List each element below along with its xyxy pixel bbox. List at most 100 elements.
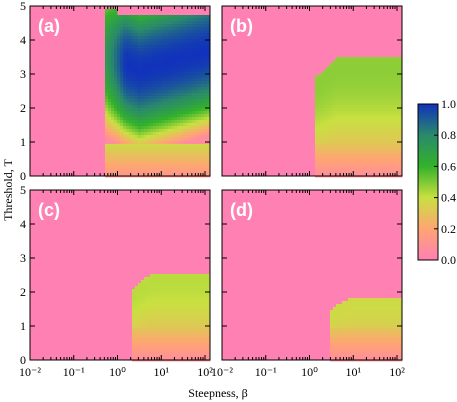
heatmap-cell	[111, 147, 115, 151]
heatmap-cell	[336, 141, 340, 145]
heatmap-cell	[369, 141, 373, 145]
heatmap-cell	[132, 162, 136, 166]
heatmap-cell	[396, 313, 400, 317]
heatmap-cell	[369, 63, 373, 67]
heatmap-cell	[162, 21, 166, 25]
heatmap-cell	[105, 30, 109, 34]
heatmap-cell	[150, 301, 154, 305]
heatmap-cell	[165, 69, 169, 73]
heatmap-cell	[117, 72, 121, 76]
heatmap-cell	[135, 81, 139, 85]
heatmap-cell	[159, 75, 163, 79]
heatmap-cell	[354, 168, 358, 172]
heatmap-cell	[171, 319, 175, 323]
heatmap-cell	[342, 81, 346, 85]
heatmap-cell	[348, 87, 352, 91]
heatmap-cell	[351, 162, 355, 166]
heatmap-cell	[153, 171, 157, 175]
heatmap-cell	[201, 99, 205, 103]
heatmap-cell	[153, 21, 157, 25]
heatmap-cell	[171, 75, 175, 79]
heatmap-cell	[195, 337, 199, 341]
heatmap-cell	[195, 105, 199, 109]
heatmap-cell	[198, 129, 202, 133]
heatmap-cell	[354, 57, 358, 61]
heatmap-cell	[384, 331, 388, 335]
heatmap-cell	[168, 289, 172, 293]
heatmap-cell	[138, 51, 142, 55]
heatmap-cell	[399, 325, 403, 329]
heatmap-cell	[171, 304, 175, 308]
heatmap-cell	[351, 340, 355, 344]
heatmap-cell	[360, 331, 364, 335]
heatmap-cell	[195, 280, 199, 284]
heatmap-cell	[180, 114, 184, 118]
heatmap-cell	[360, 75, 364, 79]
heatmap-cell	[153, 99, 157, 103]
heatmap-cell	[363, 301, 367, 305]
heatmap-cell	[204, 310, 208, 314]
colorbar-tick-label: 0.6	[441, 159, 456, 173]
heatmap-cell	[183, 111, 187, 115]
heatmap-cell	[177, 108, 181, 112]
heatmap-cell	[135, 286, 139, 290]
heatmap-cell	[195, 33, 199, 37]
heatmap-cell	[330, 334, 334, 338]
heatmap-cell	[372, 111, 376, 115]
heatmap-cell	[378, 144, 382, 148]
heatmap-cell	[339, 132, 343, 136]
heatmap-cell	[315, 156, 319, 160]
heatmap-cell	[195, 292, 199, 296]
heatmap-cell	[189, 328, 193, 332]
heatmap-cell	[201, 295, 205, 299]
heatmap-cell	[129, 18, 133, 22]
heatmap-cell	[174, 129, 178, 133]
heatmap-cell	[159, 120, 163, 124]
heatmap-cell	[168, 87, 172, 91]
heatmap-cell	[183, 54, 187, 58]
heatmap-cell	[105, 18, 109, 22]
heatmap-cell	[399, 57, 403, 61]
heatmap-cell	[147, 298, 151, 302]
heatmap-cell	[180, 123, 184, 127]
heatmap-cell	[168, 307, 172, 311]
heatmap-cell	[111, 120, 115, 124]
heatmap-cell	[129, 108, 133, 112]
heatmap-cell	[156, 18, 160, 22]
heatmap-cell	[186, 66, 190, 70]
heatmap-cell	[333, 147, 337, 151]
heatmap-cell	[147, 156, 151, 160]
heatmap-cell	[198, 340, 202, 344]
heatmap-cell	[396, 334, 400, 338]
heatmap-cell	[195, 277, 199, 281]
heatmap-cell	[390, 69, 394, 73]
heatmap-cell	[195, 102, 199, 106]
heatmap-cell	[162, 340, 166, 344]
heatmap-cell	[177, 301, 181, 305]
heatmap-cell	[153, 36, 157, 40]
heatmap-cell	[390, 96, 394, 100]
heatmap-cell	[399, 331, 403, 335]
heatmap-cell	[345, 78, 349, 82]
heatmap-cell	[168, 120, 172, 124]
heatmap-cell	[114, 18, 118, 22]
heatmap-cell	[132, 135, 136, 139]
heatmap-cell	[156, 114, 160, 118]
heatmap-cell	[198, 316, 202, 320]
heatmap-cell	[378, 141, 382, 145]
heatmap-cell	[324, 159, 328, 163]
heatmap-cell	[372, 147, 376, 151]
heatmap-cell	[327, 66, 331, 70]
heatmap-cell	[387, 328, 391, 332]
heatmap-cell	[123, 129, 127, 133]
heatmap-cell	[180, 105, 184, 109]
heatmap-cell	[348, 301, 352, 305]
heatmap-cell	[132, 30, 136, 34]
heatmap-cell	[162, 304, 166, 308]
heatmap-cell	[396, 126, 400, 130]
heatmap-cell	[390, 99, 394, 103]
heatmap-cell	[207, 87, 211, 91]
heatmap-cell	[207, 126, 211, 130]
heatmap-cell	[372, 322, 376, 326]
heatmap-cell	[363, 123, 367, 127]
